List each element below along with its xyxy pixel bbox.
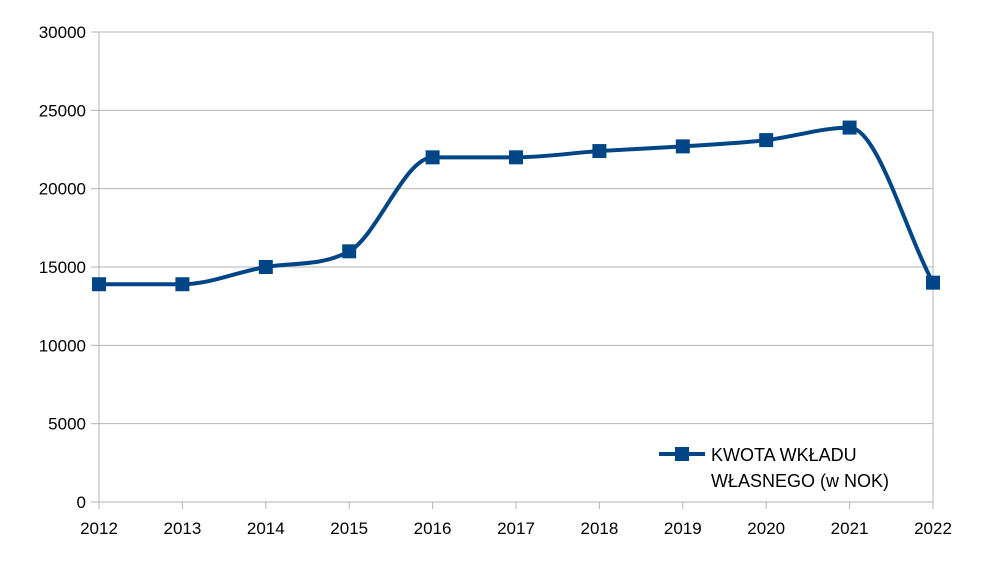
- x-tick-label: 2016: [414, 519, 452, 538]
- data-point: [509, 150, 523, 165]
- x-axis-ticks: 2012 2013 2014 2015 2016 2017 2018 2019 2020 2021…: [80, 502, 952, 538]
- y-tick-label: 30000: [39, 23, 86, 42]
- x-tick-label: 2021: [831, 519, 869, 538]
- data-point: [92, 277, 106, 292]
- data-point: [926, 275, 940, 290]
- data-point: [425, 150, 440, 165]
- data-point: [342, 244, 357, 259]
- legend-marker: [675, 447, 689, 461]
- x-tick-label: 2012: [80, 519, 118, 538]
- legend-label-line-2: WŁASNEGO (w NOK): [711, 471, 889, 491]
- data-point: [592, 144, 607, 159]
- x-tick-label: 2022: [914, 519, 952, 538]
- y-tick-label: 10000: [39, 336, 86, 355]
- y-tick-label: 5000: [48, 415, 86, 434]
- x-tick-label: 2020: [747, 519, 785, 538]
- data-point: [175, 277, 190, 292]
- x-tick-label: 2013: [163, 519, 201, 538]
- x-tick-label: 2017: [497, 519, 535, 538]
- x-tick-label: 2015: [330, 519, 368, 538]
- legend: KWOTA WKŁADU WŁASNEGO (w NOK): [659, 445, 889, 491]
- y-tick-label: 25000: [39, 101, 86, 120]
- legend-label-line-1: KWOTA WKŁADU: [711, 445, 857, 465]
- data-point: [842, 120, 857, 135]
- series-group: [92, 120, 940, 292]
- y-axis-ticks: 0 5000 10000 15000 20000 25000 30000: [39, 23, 99, 512]
- x-tick-label: 2018: [580, 519, 618, 538]
- y-tick-label: 20000: [39, 180, 86, 199]
- x-tick-label: 2014: [247, 519, 285, 538]
- data-point: [675, 139, 690, 154]
- y-tick-label: 15000: [39, 258, 86, 277]
- data-point: [759, 133, 774, 148]
- data-point: [258, 260, 273, 274]
- y-tick-label: 0: [77, 493, 86, 512]
- x-tick-label: 2019: [664, 519, 702, 538]
